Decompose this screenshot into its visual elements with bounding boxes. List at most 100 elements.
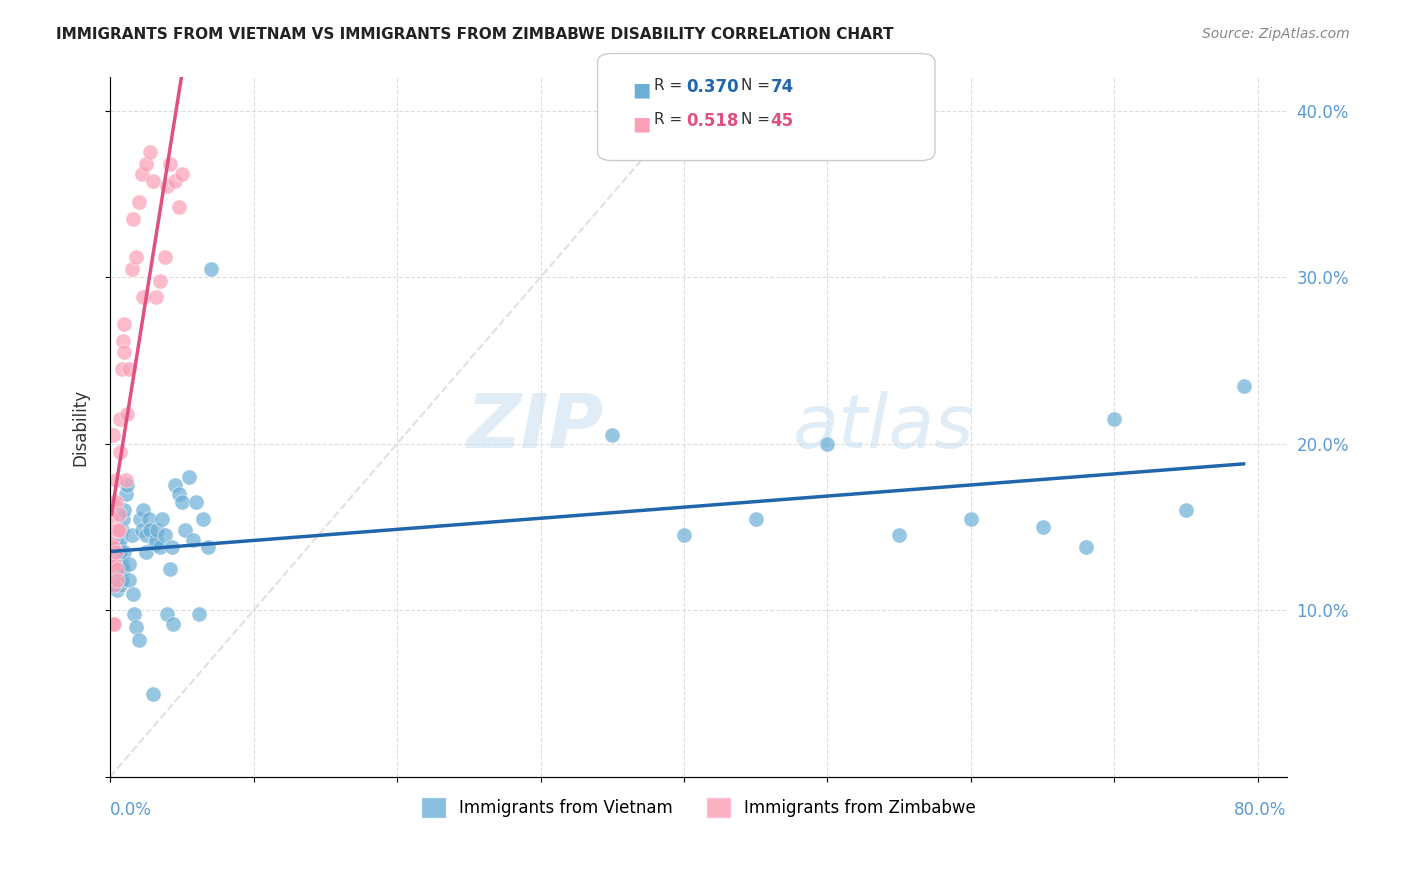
- Point: [105, 562, 128, 576]
- Point: [156, 607, 179, 621]
- Point: [103, 570, 125, 584]
- Point: [146, 524, 169, 538]
- Point: [135, 157, 157, 171]
- Point: [817, 437, 839, 451]
- Point: [104, 545, 127, 559]
- Point: [107, 507, 129, 521]
- Text: N =: N =: [741, 78, 775, 94]
- Point: [150, 512, 173, 526]
- Text: Source: ZipAtlas.com: Source: ZipAtlas.com: [1202, 27, 1350, 41]
- Point: [112, 345, 135, 359]
- Point: [112, 503, 135, 517]
- Point: [145, 290, 167, 304]
- Point: [105, 524, 128, 538]
- Point: [142, 174, 165, 188]
- Point: [103, 557, 125, 571]
- Point: [129, 512, 152, 526]
- Point: [159, 157, 181, 171]
- Point: [118, 557, 141, 571]
- Text: R =: R =: [654, 112, 688, 128]
- Point: [149, 540, 172, 554]
- Point: [193, 512, 215, 526]
- Text: 45: 45: [770, 112, 793, 130]
- Point: [128, 195, 150, 210]
- Text: ■: ■: [633, 114, 651, 133]
- Point: [139, 145, 162, 160]
- Point: [108, 445, 131, 459]
- Point: [132, 290, 155, 304]
- Point: [105, 566, 128, 581]
- Point: [1074, 540, 1097, 554]
- Text: atlas: atlas: [793, 392, 974, 463]
- Point: [104, 545, 127, 559]
- Point: [143, 537, 166, 551]
- Point: [108, 533, 131, 548]
- Point: [100, 562, 122, 576]
- Text: 0.518: 0.518: [686, 112, 738, 130]
- Point: [170, 495, 193, 509]
- Point: [1175, 503, 1198, 517]
- Point: [110, 574, 132, 588]
- Point: [107, 540, 129, 554]
- Point: [177, 470, 200, 484]
- Point: [167, 200, 190, 214]
- Text: 80.0%: 80.0%: [1234, 801, 1286, 820]
- Point: [108, 412, 131, 426]
- Point: [101, 553, 124, 567]
- Point: [110, 362, 132, 376]
- Point: [103, 537, 125, 551]
- Point: [100, 533, 122, 548]
- Point: [101, 616, 124, 631]
- Point: [105, 574, 128, 588]
- Point: [131, 167, 153, 181]
- Point: [197, 540, 219, 554]
- Point: [118, 362, 141, 376]
- Text: N =: N =: [741, 112, 775, 128]
- Point: [117, 478, 139, 492]
- Point: [889, 528, 911, 542]
- Text: 0.0%: 0.0%: [110, 801, 152, 820]
- Point: [104, 557, 127, 571]
- Point: [111, 334, 134, 348]
- Point: [125, 250, 148, 264]
- Point: [104, 574, 127, 588]
- Point: [1104, 412, 1126, 426]
- Point: [135, 528, 157, 542]
- Point: [159, 562, 181, 576]
- Text: 74: 74: [770, 78, 794, 96]
- Point: [121, 262, 143, 277]
- Point: [200, 262, 222, 277]
- Point: [105, 583, 128, 598]
- Point: [153, 528, 176, 542]
- Point: [101, 495, 124, 509]
- Point: [128, 633, 150, 648]
- Point: [1032, 520, 1054, 534]
- Point: [111, 562, 134, 576]
- Point: [163, 174, 186, 188]
- Point: [600, 428, 623, 442]
- Point: [104, 495, 127, 509]
- Point: [111, 512, 134, 526]
- Point: [188, 607, 211, 621]
- Point: [145, 533, 167, 548]
- Point: [138, 512, 160, 526]
- Point: [186, 495, 208, 509]
- Point: [122, 587, 145, 601]
- Point: [170, 167, 193, 181]
- Point: [181, 533, 204, 548]
- Text: IMMIGRANTS FROM VIETNAM VS IMMIGRANTS FROM ZIMBABWE DISABILITY CORRELATION CHART: IMMIGRANTS FROM VIETNAM VS IMMIGRANTS FR…: [56, 27, 894, 42]
- Point: [101, 540, 124, 554]
- Point: [124, 607, 146, 621]
- Point: [139, 524, 162, 538]
- Point: [103, 578, 125, 592]
- Text: ZIP: ZIP: [467, 391, 605, 464]
- Point: [117, 407, 139, 421]
- Point: [153, 250, 176, 264]
- Point: [115, 474, 138, 488]
- Point: [149, 274, 172, 288]
- Point: [104, 474, 127, 488]
- Point: [107, 574, 129, 588]
- Point: [142, 687, 165, 701]
- Point: [163, 478, 186, 492]
- Point: [167, 487, 190, 501]
